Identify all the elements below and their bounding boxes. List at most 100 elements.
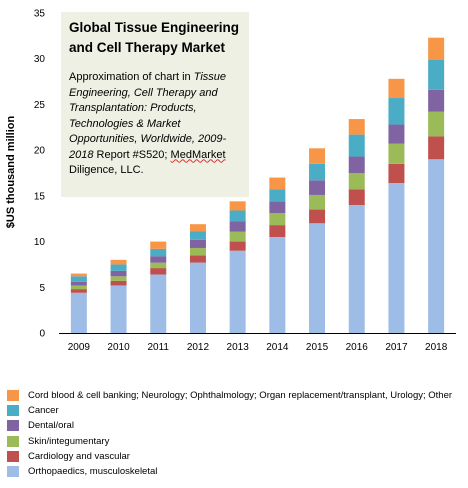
chart-legend: Cord blood & cell banking; Neurology; Op… [7,388,463,479]
x-tick-label: 2018 [425,342,448,353]
bar-segment [70,285,87,290]
chart-source-note: Approximation of chart in Tissue Enginee… [69,70,241,179]
bar-segment [309,148,326,164]
bar-segment [150,268,167,275]
bar-segment [269,201,286,214]
y-tick-label: 30 [34,54,46,65]
source-report-title: Tissue Engineering, Cell Therapy and Tra… [69,71,227,161]
x-tick-label: 2011 [147,342,169,353]
y-axis: 0 5 10 15 20 25 30 35 [34,9,46,340]
legend-item: Cord blood & cell banking; Neurology; Op… [7,388,463,403]
bar-segment [388,183,405,333]
bar-segment [189,255,206,263]
legend-label: Dental/oral [28,420,74,432]
bars-group [70,37,445,333]
bar-segment [388,124,405,144]
source-prefix: Approximation of chart in [69,71,194,83]
bar-segment [388,98,405,125]
legend-item: Skin/integumentary [7,434,463,449]
bar-segment [269,213,286,226]
legend-item: Cardiology and vascular [7,449,463,464]
bar-segment [70,292,87,333]
bar-segment [428,111,445,137]
x-tick-label: 2012 [187,342,210,353]
bar-segment [70,273,87,277]
bar-segment [229,210,246,222]
bar-segment [428,37,445,60]
bar-segment [229,221,246,232]
y-tick-label: 0 [39,329,45,340]
bar-segment [309,194,326,210]
x-tick-label: 2013 [227,342,250,353]
y-axis-label: $US thousand million [5,115,17,228]
x-tick-label: 2017 [385,342,408,353]
bar-segment [110,270,127,277]
legend-label: Cord blood & cell banking; Neurology; Op… [28,390,453,402]
legend-swatch [7,450,19,462]
source-publisher-suffix: Diligence, LLC. [69,164,144,176]
bar-segment [428,136,445,160]
legend-label: Cancer [28,405,59,417]
bar-segment [229,241,246,251]
y-tick-label: 10 [34,237,46,248]
bar-segment [189,247,206,256]
bar-segment [150,262,167,269]
bar-segment [229,231,246,242]
bar-segment [110,276,127,281]
bar-segment [388,163,405,184]
legend-swatch [7,390,19,402]
bar-segment [269,225,286,237]
bar-segment [428,89,445,112]
bar-segment [428,159,445,333]
x-tick-label: 2014 [266,342,289,353]
bar-segment [269,237,286,333]
x-axis: 2009 2010 2011 2012 2013 2014 2015 2016 2017 2018 [59,333,456,353]
x-tick-label: 2015 [306,342,329,353]
legend-label: Orthopaedics, musculoskeletal [28,466,158,478]
chart-title: Global Tissue Engineering and Cell Thera… [69,20,240,55]
bar-segment [150,248,167,257]
x-tick-label: 2009 [68,342,91,353]
legend-label: Cardiology and vascular [28,450,130,462]
bar-segment [348,173,365,190]
bar-segment [428,59,445,90]
legend-swatch [7,405,19,417]
y-tick-label: 25 [34,100,46,111]
chart-info-box: Global Tissue Engineering and Cell Thera… [61,12,249,197]
bar-segment [388,143,405,164]
y-tick-label: 35 [34,9,46,20]
y-tick-label: 20 [34,146,46,157]
bar-segment [309,209,326,224]
bar-segment [150,274,167,333]
legend-item: Cancer [7,403,463,418]
bar-segment [110,280,127,286]
legend-item: Orthopaedics, musculoskeletal [7,464,463,479]
bar-segment [348,205,365,333]
bar-segment [189,231,206,240]
bar-segment [70,289,87,293]
x-tick-label: 2010 [107,342,130,353]
y-tick-label: 5 [39,283,45,294]
bar-segment [189,239,206,248]
bar-segment [309,223,326,333]
bar-segment [348,134,365,157]
legend-swatch [7,466,19,478]
legend-item: Dental/oral [7,418,463,433]
bar-segment [348,156,365,173]
bar-segment [309,163,326,181]
bar-segment [309,180,326,195]
source-report-id: Report #S520; [93,148,171,161]
bar-segment [110,259,127,265]
bar-segment [189,224,206,232]
bar-segment [189,262,206,333]
legend-swatch [7,420,19,432]
bar-segment [70,276,87,282]
y-tick-label: 15 [34,191,46,202]
bar-segment [70,281,87,286]
bar-segment [269,189,286,202]
bar-segment [229,201,246,211]
bar-segment [348,189,365,205]
bar-segment [150,241,167,249]
source-publisher-name: MedMarket [170,148,226,161]
